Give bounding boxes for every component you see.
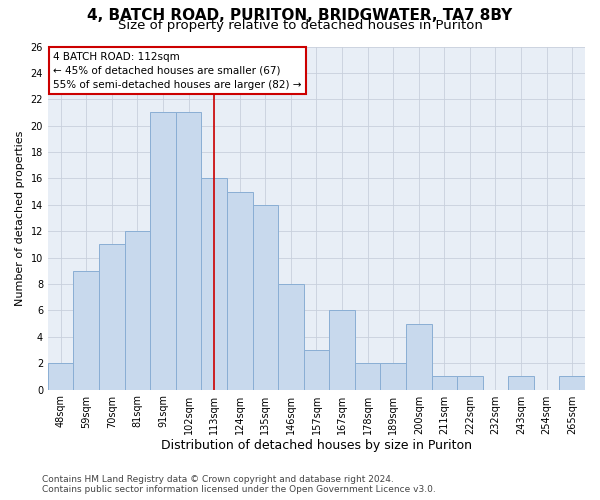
Text: Size of property relative to detached houses in Puriton: Size of property relative to detached ho… — [118, 18, 482, 32]
Bar — [329, 310, 355, 390]
Bar — [176, 112, 202, 390]
Bar — [202, 178, 227, 390]
Bar — [278, 284, 304, 390]
X-axis label: Distribution of detached houses by size in Puriton: Distribution of detached houses by size … — [161, 440, 472, 452]
Bar — [457, 376, 482, 390]
Bar — [304, 350, 329, 390]
Bar — [150, 112, 176, 390]
Bar — [125, 231, 150, 390]
Y-axis label: Number of detached properties: Number of detached properties — [15, 130, 25, 306]
Bar — [380, 363, 406, 390]
Text: 4 BATCH ROAD: 112sqm
← 45% of detached houses are smaller (67)
55% of semi-detac: 4 BATCH ROAD: 112sqm ← 45% of detached h… — [53, 52, 302, 90]
Bar — [508, 376, 534, 390]
Text: 4, BATCH ROAD, PURITON, BRIDGWATER, TA7 8BY: 4, BATCH ROAD, PURITON, BRIDGWATER, TA7 … — [88, 8, 512, 22]
Bar — [406, 324, 431, 390]
Bar — [431, 376, 457, 390]
Bar — [227, 192, 253, 390]
Bar — [48, 363, 73, 390]
Bar — [99, 244, 125, 390]
Bar — [355, 363, 380, 390]
Bar — [253, 205, 278, 390]
Bar — [73, 271, 99, 390]
Bar — [559, 376, 585, 390]
Text: Contains HM Land Registry data © Crown copyright and database right 2024.
Contai: Contains HM Land Registry data © Crown c… — [42, 474, 436, 494]
